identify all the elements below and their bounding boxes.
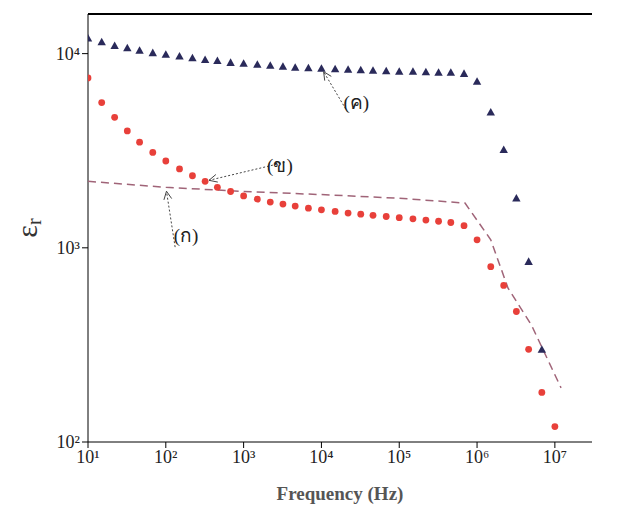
svg-text:10³: 10³ [232, 447, 256, 467]
svg-text:10⁶: 10⁶ [465, 447, 489, 467]
svg-text:10⁷: 10⁷ [543, 447, 567, 467]
svg-text:10³: 10³ [57, 238, 81, 258]
svg-text:10¹: 10¹ [76, 446, 100, 467]
svg-text:(ก): (ก) [174, 225, 199, 247]
svg-text:εr: εr [10, 218, 46, 238]
svg-text:10²: 10² [57, 432, 80, 452]
svg-text:10⁴: 10⁴ [309, 447, 333, 467]
svg-text:10⁴: 10⁴ [56, 44, 80, 64]
svg-text:(ข): (ข) [267, 155, 293, 177]
svg-text:Frequency (Hz): Frequency (Hz) [277, 483, 404, 505]
svg-text:10⁵: 10⁵ [387, 447, 411, 467]
svg-text:10²: 10² [154, 447, 177, 467]
svg-text:(ค): (ค) [343, 92, 369, 114]
